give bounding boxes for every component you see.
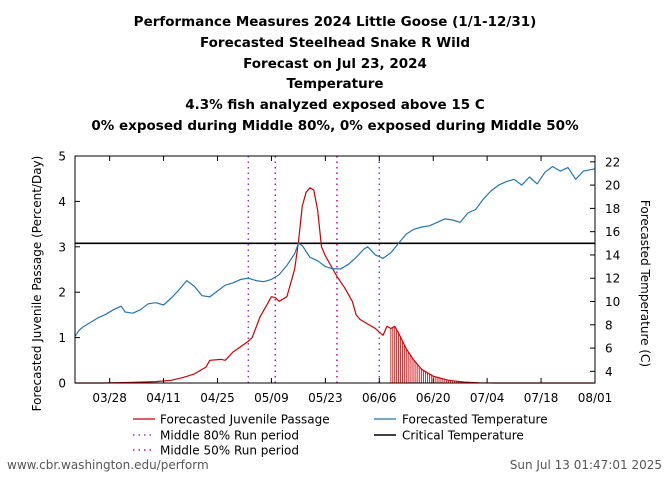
x-tick-label: 03/28 — [92, 391, 127, 405]
x-tick-label: 08/01 — [578, 391, 613, 405]
y-right-tick-label: 4 — [605, 365, 613, 379]
y-left-tick-label: 1 — [58, 331, 66, 345]
y-left-tick-label: 2 — [58, 286, 66, 300]
plot-frame — [74, 155, 596, 384]
series-layer — [74, 165, 596, 384]
legend-label-critical: Critical Temperature — [402, 429, 524, 443]
legend-label-temperature: Forecasted Temperature — [402, 413, 548, 427]
y-right-tick-label: 16 — [605, 225, 620, 239]
x-tick-label: 06/06 — [362, 391, 397, 405]
legend-label-middle50: Middle 50% Run period — [160, 444, 299, 458]
y-left-tick-label: 3 — [58, 240, 66, 254]
legend-label-middle80: Middle 80% Run period — [160, 429, 299, 443]
forecast-bars — [390, 326, 482, 383]
y-right-tick-label: 10 — [605, 295, 620, 309]
y-right-tick-label: 20 — [605, 179, 620, 193]
temperature-series-line — [74, 165, 596, 337]
x-tick-label: 07/18 — [524, 391, 559, 405]
axes: 03/28 04/11 04/25 05/09 05/23 06/06 06/20 07/04… — [58, 150, 620, 406]
chart-title-block: Performance Measures 2024 Little Goose (… — [0, 12, 670, 137]
y-right-tick-label: 8 — [605, 318, 613, 332]
y-right-tick-label: 12 — [605, 272, 620, 286]
y-right-tick-label: 22 — [605, 155, 620, 169]
passage-series-line — [75, 187, 595, 384]
chart-subtitle-exposure: 4.3% fish analyzed exposed above 15 C — [185, 97, 485, 114]
x-tick-label: 05/09 — [254, 391, 289, 405]
x-tick-label: 04/25 — [200, 391, 235, 405]
x-tick-label: 07/04 — [470, 391, 505, 405]
legend: Forecasted Juvenile Passage Forecasted T… — [133, 413, 548, 458]
y-left-tick-label: 4 — [58, 195, 66, 209]
x-tick-label: 06/20 — [416, 391, 451, 405]
y-right-tick-label: 6 — [605, 342, 613, 356]
chart-title: Performance Measures 2024 Little Goose (… — [133, 14, 537, 30]
y-right-tick-label: 18 — [605, 202, 620, 216]
footer-timestamp: Sun Jul 13 01:47:01 2025 — [509, 458, 662, 472]
y-axis-label-left: Forecasted Juvenile Passage (Percent/Day… — [30, 156, 44, 412]
chart-subtitle-species: Forecasted Steelhead Snake R Wild — [199, 34, 471, 51]
x-tick-label: 05/23 — [308, 391, 343, 405]
chart-subtitle-run-exposure: 0% exposed during Middle 80%, 0% exposed… — [91, 117, 579, 134]
y-left-tick-label: 5 — [58, 150, 66, 164]
chart-subtitle-forecast-date: Forecast on Jul 23, 2024 — [243, 55, 427, 72]
y-right-tick-label: 14 — [605, 248, 620, 262]
y-left-tick-label: 0 — [58, 377, 66, 391]
y-axis-label-right: Forecasted Temperature (C) — [638, 200, 652, 367]
chart-subtitle-measure: Temperature — [286, 76, 384, 93]
footer-url: www.cbr.washington.edu/perform — [7, 458, 209, 472]
x-tick-label: 04/11 — [146, 391, 181, 405]
legend-label-passage: Forecasted Juvenile Passage — [160, 413, 330, 427]
